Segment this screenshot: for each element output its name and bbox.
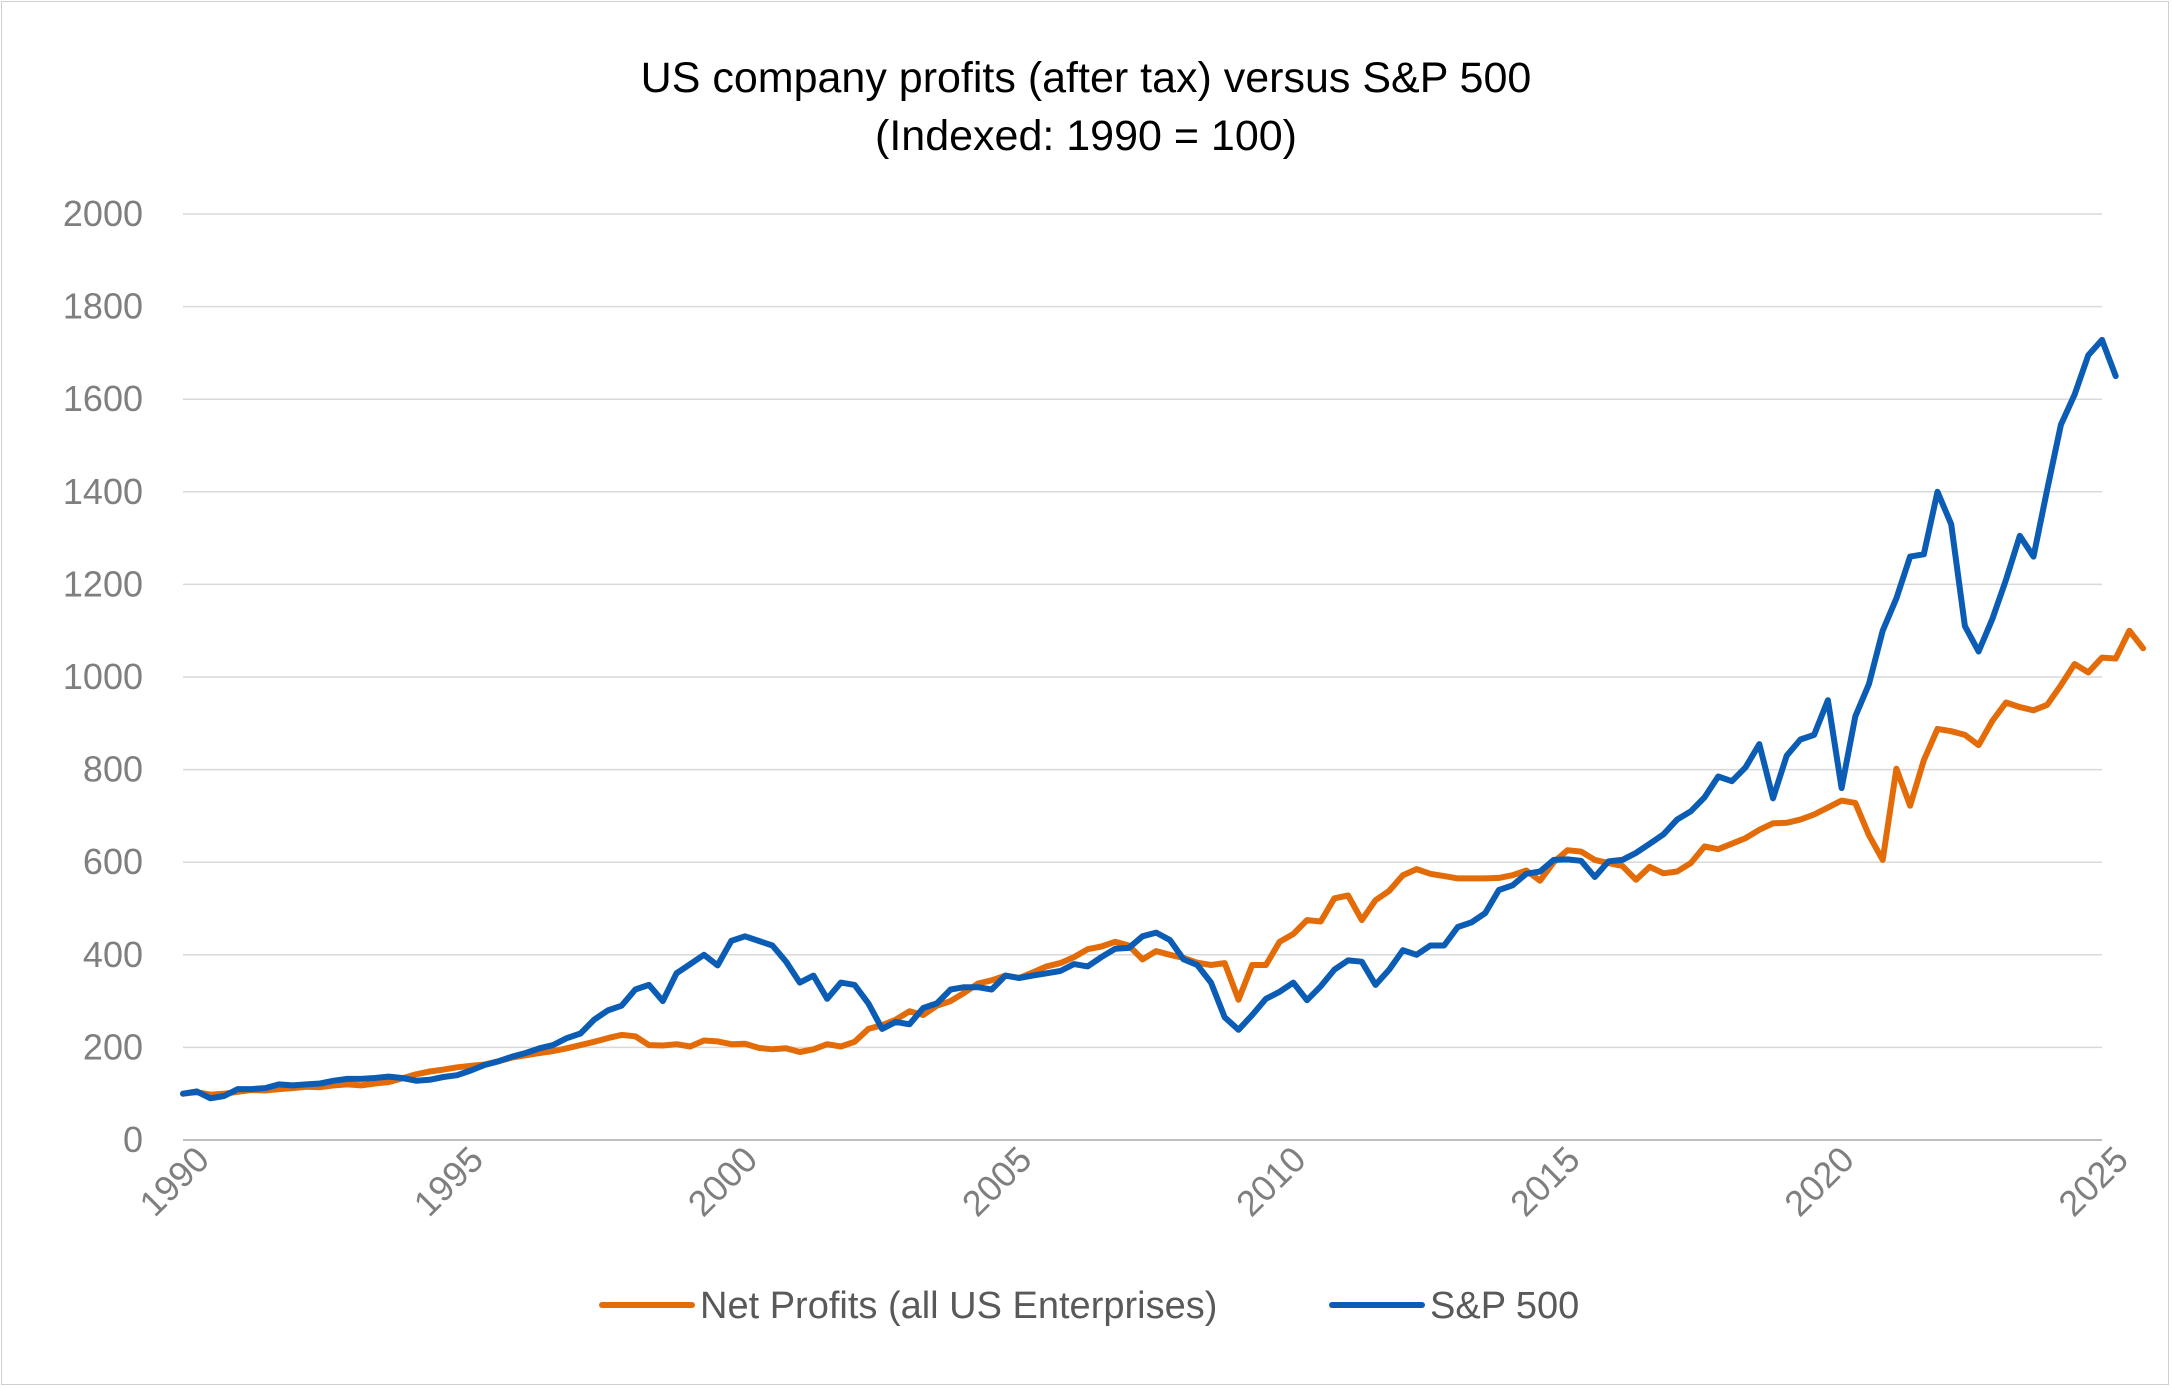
series-lines (180, 336, 2147, 1102)
legend-label: S&P 500 (1430, 1285, 1579, 1327)
y-tick-label: 1000 (63, 656, 143, 697)
x-tick-label: 1995 (405, 1138, 491, 1224)
y-tick-label: 1400 (63, 471, 143, 512)
x-tick-label: 1990 (131, 1138, 217, 1224)
series-line-sp500 (180, 336, 2119, 1102)
x-axis-ticks: 1990 1995 2000 2005 2010 2015 2020 2025 (131, 1138, 2136, 1224)
y-axis-ticks: 0 200 400 600 800 1000 1200 1400 1600 1800 2000 (63, 193, 143, 1160)
y-tick-label: 400 (83, 934, 143, 975)
y-tick-label: 1200 (63, 563, 143, 604)
x-tick-label: 2015 (1502, 1138, 1588, 1224)
x-tick-label: 2010 (1228, 1138, 1314, 1224)
chart-title: US company profits (after tax) versus S&… (641, 54, 1532, 102)
y-tick-label: 1600 (63, 378, 143, 419)
y-tick-label: 2000 (63, 193, 143, 234)
x-tick-label: 2000 (680, 1138, 766, 1224)
y-tick-label: 1800 (63, 286, 143, 327)
y-tick-label: 200 (83, 1026, 143, 1067)
x-tick-label: 2020 (1776, 1138, 1862, 1224)
chart-subtitle: (Indexed: 1990 = 100) (875, 112, 1297, 160)
x-tick-label: 2025 (2050, 1138, 2136, 1224)
y-tick-label: 600 (83, 841, 143, 882)
y-tick-label: 800 (83, 749, 143, 790)
legend-label: Net Profits (all US Enterprises) (700, 1285, 1217, 1327)
gridlines (183, 213, 2102, 1049)
y-tick-label: 0 (123, 1119, 143, 1160)
x-tick-label: 2005 (954, 1138, 1040, 1224)
legend: Net Profits (all US Enterprises) S&P 500 (599, 1285, 1579, 1327)
